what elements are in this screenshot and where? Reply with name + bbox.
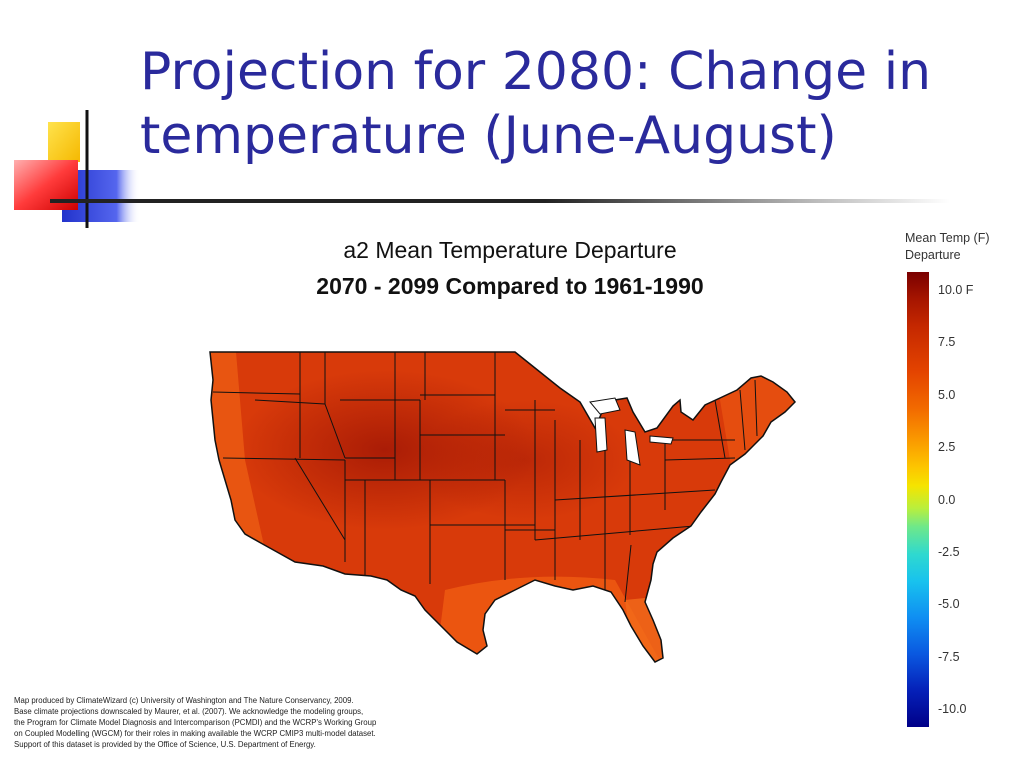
state-borders: [212, 352, 758, 610]
map-title-line1: a2 Mean Temperature Departure: [343, 237, 677, 263]
legend-title: Mean Temp (F) Departure: [905, 230, 1020, 264]
map-warm-northeast: [715, 370, 795, 490]
title-divider: [50, 199, 950, 203]
us-temperature-map: [209, 351, 796, 663]
map-title: a2 Mean Temperature Departure 2070 - 209…: [230, 232, 790, 304]
legend-tick-label: 5.0: [938, 387, 956, 402]
map-florida-lighter: [625, 595, 675, 662]
legend-title-line1: Mean Temp (F): [905, 231, 990, 245]
credits-line: Map produced by ClimateWizard (c) Univer…: [14, 696, 354, 705]
credits-line: Support of this dataset is provided by t…: [14, 740, 316, 749]
legend-tick-label: -5.0: [938, 597, 960, 612]
great-lakes: [589, 397, 674, 466]
deco-yellow-square: [48, 122, 80, 162]
legend-tick-label: 0.0: [938, 492, 956, 507]
legend-tick-label: -7.5: [938, 649, 960, 664]
legend-tick-label: 7.5: [938, 335, 956, 350]
credits-line: Base climate projections downscaled by M…: [14, 707, 364, 716]
slide-title-line1: Projection for 2080: Change in: [140, 42, 932, 102]
map-credits: Map produced by ClimateWizard (c) Univer…: [14, 695, 484, 750]
credits-line: the Program for Climate Model Diagnosis …: [14, 718, 377, 727]
legend-tick-label: -10.0: [938, 702, 967, 717]
slide-title: Projection for 2080: Change in temperatu…: [140, 40, 1010, 168]
legend-tick-label: -2.5: [938, 545, 960, 559]
legend-tick-label: 10.0 F: [938, 283, 974, 297]
legend-tick-label: 2.5: [938, 440, 956, 455]
legend-title-line2: Departure: [905, 248, 961, 262]
credits-line: on Coupled Modelling (WGCM) for their ro…: [14, 729, 376, 738]
map-title-line2: 2070 - 2099 Compared to 1961-1990: [316, 273, 704, 299]
slide-title-line2: temperature (June-August): [140, 106, 837, 166]
legend-color-bar: [907, 272, 929, 727]
corner-decoration: [14, 110, 140, 228]
